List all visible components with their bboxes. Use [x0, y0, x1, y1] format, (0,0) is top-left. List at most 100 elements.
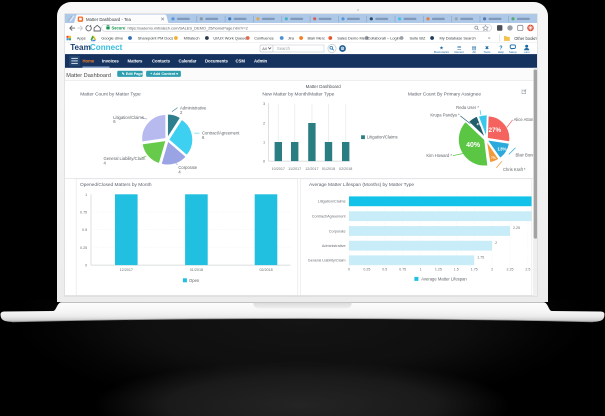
svg-text:1.75: 1.75	[470, 268, 477, 272]
svg-text:Bookmarks: Bookmarks	[434, 51, 449, 55]
svg-text:1.75: 1.75	[477, 256, 484, 260]
svg-text:6: 6	[113, 120, 116, 125]
svg-text:Kim Howard *: Kim Howard *	[426, 153, 452, 158]
svg-text:Chris Kraft *: Chris Kraft *	[502, 167, 525, 172]
svg-text:Administrative: Administrative	[180, 106, 207, 111]
svg-text:General Liability/Claim: General Liability/Claim	[307, 259, 345, 263]
svg-text:Average Matter Lifespan: Average Matter Lifespan	[421, 277, 467, 282]
svg-text:Litigation/Claims: Litigation/Claims	[366, 135, 397, 140]
svg-text:Corporate: Corporate	[178, 165, 197, 170]
svg-text:2: 2	[263, 121, 265, 126]
svg-text:0: 0	[263, 159, 265, 164]
svg-text:0: 0	[347, 268, 349, 272]
svg-text:Mitratech: Mitratech	[183, 36, 199, 41]
svg-text:New Matter by Month/Matter Typ: New Matter by Month/Matter Type	[262, 92, 334, 98]
svg-text:0.25: 0.25	[80, 246, 87, 250]
svg-text:40%: 40%	[466, 142, 481, 149]
svg-text:2.25: 2.25	[506, 268, 513, 272]
svg-text:UI/UX Work Queue: UI/UX Work Queue	[213, 36, 246, 41]
svg-text:1.5: 1.5	[453, 268, 458, 272]
svg-text:✎ Edit Page: ✎ Edit Page	[121, 73, 142, 77]
svg-text:▤: ▤	[471, 46, 476, 52]
svg-text:0.75: 0.75	[80, 211, 87, 215]
svg-text:Contacts: Contacts	[152, 59, 171, 64]
svg-text:Corporate: Corporate	[328, 230, 345, 234]
svg-text:4: 4	[178, 170, 181, 175]
svg-text:Invoices: Invoices	[102, 59, 119, 64]
svg-text:Matter Dashboard - Tea: Matter Dashboard - Tea	[86, 17, 132, 22]
svg-text:Matter Count By Primary Assign: Matter Count By Primary Assignee	[407, 92, 480, 98]
svg-text:Blair Merc: Blair Merc	[307, 36, 325, 41]
svg-text:2.25: 2.25	[512, 227, 519, 231]
svg-text:Google drive: Google drive	[101, 36, 123, 41]
svg-text:Secure: Secure	[111, 26, 125, 31]
svg-text:01/2018: 01/2018	[189, 268, 202, 272]
svg-text:Matter Dashboard: Matter Dashboard	[305, 84, 341, 89]
svg-text:Jira: Jira	[287, 36, 294, 41]
svg-text:0.75: 0.75	[399, 268, 406, 272]
svg-text:⚙: ⚙	[340, 47, 344, 52]
svg-text:My Database Search: My Database Search	[439, 36, 475, 41]
svg-text:2: 2	[180, 110, 183, 115]
svg-text:2.5: 2.5	[525, 268, 530, 272]
svg-text:?: ?	[499, 46, 502, 52]
svg-text:Collaborati – Login: Collaborati – Login	[367, 36, 399, 41]
svg-text:General Liability/Claim: General Liability/Claim	[103, 156, 145, 161]
svg-text:Matter Dashboard: Matter Dashboard	[66, 73, 111, 79]
svg-text:Search: Search	[277, 46, 290, 51]
svg-text:Recent: Recent	[454, 51, 464, 55]
svg-text:12/2017: 12/2017	[119, 268, 132, 272]
svg-text:Documents: Documents	[205, 59, 229, 64]
svg-text:All: All	[472, 51, 476, 55]
svg-text:Administrative: Administrative	[321, 244, 345, 248]
svg-text:Setup: Setup	[508, 51, 516, 55]
svg-text:https://sademo.mitratech.com/S: https://sademo.mitratech.com/SALES_DEMO_…	[127, 26, 248, 31]
svg-text:Sharepoint PM Docs: Sharepoint PM Docs	[137, 36, 173, 41]
svg-text:Matters: Matters	[127, 59, 143, 64]
svg-text:Opened/Closed Matters by Month: Opened/Closed Matters by Month	[80, 182, 152, 188]
svg-text:0.5: 0.5	[382, 268, 387, 272]
svg-text:3: 3	[263, 102, 265, 107]
svg-text:Confluence: Confluence	[254, 36, 274, 41]
svg-text:★: ★	[439, 46, 444, 52]
svg-text:Litigation/Claims: Litigation/Claims	[317, 200, 345, 204]
svg-text:Sales Demo Merc: Sales Demo Merc	[337, 36, 368, 41]
svg-text:i-am: i-am	[523, 51, 529, 55]
svg-text:10/2017: 10/2017	[271, 168, 284, 172]
svg-text:✖: ✖	[484, 46, 488, 52]
svg-text:Blair Bonnet *: Blair Bonnet *	[515, 153, 537, 158]
svg-text:Suite BIZ: Suite BIZ	[409, 36, 426, 41]
svg-text:0.5: 0.5	[82, 229, 87, 233]
svg-text:1.25: 1.25	[434, 268, 441, 272]
svg-text:Tools: Tools	[483, 51, 490, 55]
svg-text:7%: 7%	[491, 157, 496, 161]
svg-text:Krupa Pandya *: Krupa Pandya *	[430, 113, 460, 118]
svg-text:Admin: Admin	[254, 59, 268, 64]
svg-text:Other bookmarks: Other bookmarks	[514, 36, 537, 41]
svg-text:☰: ☰	[456, 46, 461, 52]
svg-text:0: 0	[85, 264, 87, 268]
svg-text:1: 1	[263, 140, 265, 145]
svg-text:Contract/Agreement: Contract/Agreement	[311, 215, 346, 219]
svg-text:12/2017: 12/2017	[305, 168, 318, 172]
svg-text:27%: 27%	[488, 128, 501, 135]
svg-text:2: 2	[495, 241, 497, 245]
svg-text:Connect: Connect	[89, 43, 122, 52]
svg-text:+ Add Content ▾: + Add Content ▾	[150, 73, 179, 77]
svg-text:11/2017: 11/2017	[288, 168, 301, 172]
svg-text:CSM: CSM	[235, 59, 245, 64]
svg-text:4%: 4%	[476, 123, 481, 127]
svg-text:Apps: Apps	[76, 36, 85, 41]
svg-text:Litigation/Claims: Litigation/Claims	[113, 115, 144, 120]
svg-text:Home: Home	[82, 59, 94, 64]
svg-text:13%: 13%	[497, 147, 506, 152]
svg-text:Reda User *: Reda User *	[456, 105, 479, 110]
svg-text:»: »	[487, 36, 490, 41]
svg-text:All: All	[262, 46, 266, 51]
svg-text:Alice Attonito *: Alice Attonito *	[513, 117, 537, 122]
svg-text:Calendar: Calendar	[178, 59, 196, 64]
svg-text:Open: Open	[189, 278, 200, 283]
svg-text:Team: Team	[70, 43, 91, 52]
svg-text:2: 2	[491, 268, 493, 272]
svg-text:6: 6	[202, 135, 205, 140]
